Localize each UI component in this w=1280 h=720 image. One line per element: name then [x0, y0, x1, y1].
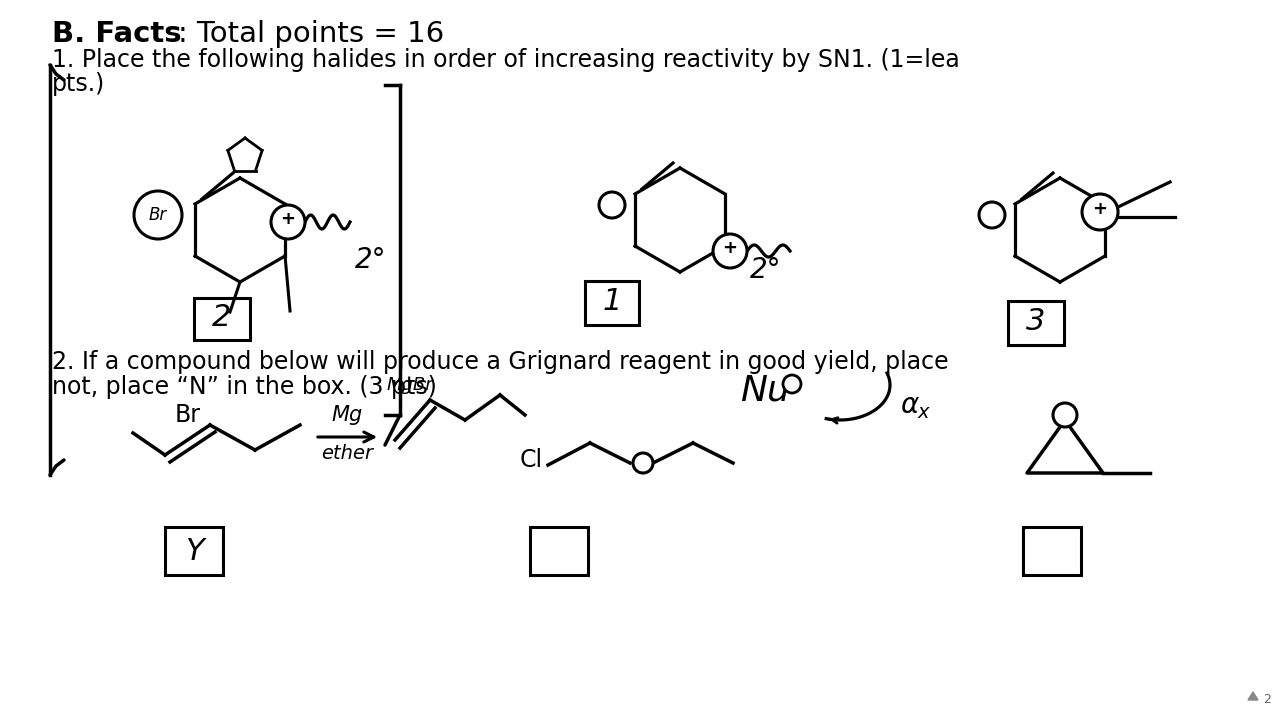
Text: MgBr: MgBr [387, 376, 434, 394]
Text: 2: 2 [212, 302, 232, 331]
Text: 2°: 2° [750, 256, 782, 284]
Text: Nu: Nu [740, 373, 790, 407]
Bar [195, 298, 250, 340]
Text: 2°: 2° [355, 246, 387, 274]
Text: 2: 2 [1263, 693, 1271, 706]
Text: +: + [722, 239, 737, 257]
Bar [165, 527, 223, 575]
Text: 1: 1 [603, 287, 622, 315]
Bar [1007, 301, 1064, 345]
Circle shape [599, 192, 625, 218]
Circle shape [783, 375, 801, 393]
Circle shape [713, 234, 748, 268]
Text: : Total points = 16: : Total points = 16 [178, 20, 444, 48]
Text: +: + [1093, 200, 1107, 218]
Bar [585, 281, 639, 325]
Circle shape [134, 191, 182, 239]
Text: 2. If a compound below will produce a Grignard reagent in good yield, place: 2. If a compound below will produce a Gr… [52, 350, 948, 374]
Circle shape [634, 453, 653, 473]
Text: pts.): pts.) [52, 72, 105, 96]
Text: 3: 3 [1027, 307, 1046, 336]
Text: +: + [280, 210, 296, 228]
Text: Cl: Cl [520, 448, 543, 472]
Circle shape [979, 202, 1005, 228]
Text: Br: Br [148, 206, 168, 224]
Text: x: x [918, 402, 929, 421]
Bar [530, 527, 588, 575]
Bar [1023, 527, 1082, 575]
Text: Mg: Mg [332, 405, 364, 425]
Circle shape [1082, 194, 1117, 230]
Text: Y: Y [184, 536, 204, 565]
Circle shape [271, 205, 305, 239]
Polygon shape [1248, 692, 1258, 700]
Text: ether: ether [321, 444, 374, 462]
Text: B. Facts: B. Facts [52, 20, 182, 48]
Text: not, place “N” in the box. (3 pts): not, place “N” in the box. (3 pts) [52, 375, 436, 399]
Text: α: α [900, 391, 918, 419]
Circle shape [1053, 403, 1076, 427]
Text: Br: Br [175, 403, 201, 427]
Text: 1. Place the following halides in order of increasing reactivity by SN1. (1=lea: 1. Place the following halides in order … [52, 48, 960, 72]
